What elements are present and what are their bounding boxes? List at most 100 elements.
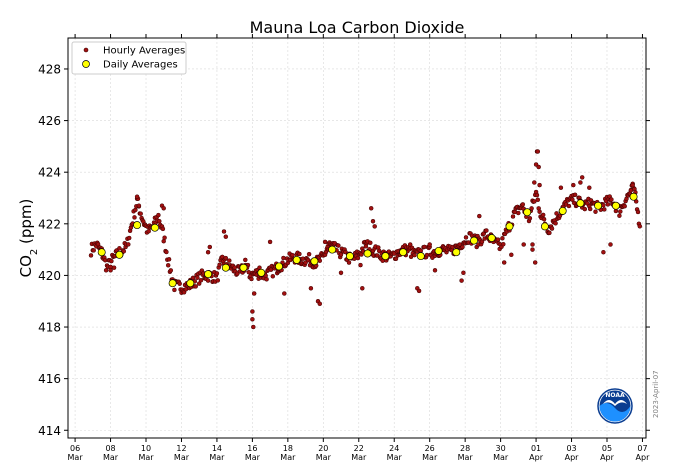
hourly-point: [601, 249, 606, 255]
daily-point: [310, 257, 319, 266]
hourly-point: [290, 252, 295, 258]
daily-point: [594, 201, 603, 210]
y-tick-label: 428: [38, 62, 61, 76]
hourly-point: [108, 268, 113, 273]
hourly-point: [628, 188, 634, 193]
y-label-sub: 2: [29, 249, 40, 255]
x-tick-day: 05: [602, 444, 612, 453]
y-tick-label: 416: [38, 372, 61, 386]
x-tick-day: 26: [425, 444, 435, 453]
x-tick-day: 16: [247, 444, 257, 453]
legend-hourly-marker: [83, 47, 89, 53]
hourly-point: [91, 248, 96, 253]
noaa-logo-wave: [599, 402, 631, 422]
hourly-point: [157, 218, 162, 224]
x-tick-month: Mar: [387, 453, 403, 462]
hourly-point: [164, 249, 169, 255]
hourly-point: [317, 258, 323, 263]
hourly-point: [270, 274, 276, 279]
x-tick-day: 07: [637, 444, 647, 453]
hourly-point: [558, 185, 564, 190]
daily-point: [576, 199, 585, 208]
daily-point: [523, 208, 532, 217]
hourly-point: [322, 239, 328, 245]
hourly-point: [281, 255, 286, 261]
hourly-point: [617, 213, 622, 218]
hourly-point: [484, 228, 489, 233]
daily-point: [328, 245, 337, 254]
hourly-point: [527, 216, 533, 221]
x-tick-month: Mar: [351, 453, 367, 462]
hourly-point: [205, 278, 211, 283]
hourly-point: [195, 275, 200, 280]
hourly-point: [172, 287, 177, 293]
daily-point: [487, 234, 496, 242]
hourly-point: [534, 192, 540, 198]
hourly-point: [103, 268, 109, 273]
svg-text:CO2 (ppm): CO2 (ppm): [17, 199, 40, 278]
hourly-point: [297, 251, 302, 257]
daily-point: [434, 246, 443, 255]
x-tick-month: Mar: [422, 453, 438, 462]
x-tick-month: Mar: [245, 453, 261, 462]
x-tick-month: Mar: [68, 453, 84, 462]
hourly-point: [579, 175, 585, 180]
hourly-point: [571, 182, 576, 188]
hourly-point: [336, 243, 341, 248]
x-tick-day: 10: [141, 444, 151, 453]
hourly-point: [549, 226, 555, 231]
daily-point: [97, 248, 106, 257]
hourly-point: [460, 244, 465, 250]
hourly-point: [88, 253, 94, 258]
hourly-point: [479, 239, 485, 245]
hourly-point: [214, 271, 220, 276]
hourly-point: [412, 252, 417, 258]
hourly-point: [162, 235, 167, 240]
hourly-point: [282, 291, 287, 296]
x-tick-day: 20: [318, 444, 328, 453]
hourly-point: [223, 255, 229, 261]
hourly-point: [338, 270, 344, 276]
hourly-point: [495, 237, 501, 242]
hourly-point: [635, 209, 641, 215]
noaa-logo-gull: [603, 400, 627, 406]
noaa-logo-text: NOAA: [605, 392, 625, 399]
hourly-point: [264, 277, 269, 282]
hourly-point: [509, 252, 514, 258]
hourly-point: [161, 206, 166, 211]
hourly-point: [427, 242, 432, 247]
hourly-point: [630, 182, 635, 188]
legend-hourly-label: Hourly Averages: [103, 46, 185, 57]
hourly-point: [501, 241, 506, 247]
hourly-point: [300, 256, 306, 261]
hourly-point: [529, 206, 534, 211]
hourly-point: [622, 203, 627, 209]
hourly-point: [207, 244, 213, 250]
daily-averages-series: [97, 192, 638, 288]
grid-lines: [68, 38, 646, 438]
hourly-point: [246, 269, 252, 275]
hourly-point: [566, 203, 572, 209]
daily-point: [168, 279, 177, 288]
hourly-point: [111, 265, 117, 270]
hourly-point: [540, 212, 546, 218]
daily-point: [239, 263, 248, 272]
hourly-point: [637, 224, 643, 229]
hourly-point: [554, 211, 559, 216]
y-label-main: CO: [17, 255, 35, 277]
hourly-point: [227, 258, 232, 263]
x-tick-month: Mar: [316, 453, 332, 462]
daily-point: [133, 221, 142, 230]
y-axis-label: CO2 (ppm): [17, 199, 40, 278]
hourly-point: [532, 180, 537, 185]
hourly-point: [165, 263, 171, 268]
hourly-point: [177, 281, 182, 286]
hourly-point: [146, 228, 151, 234]
hourly-point: [168, 268, 174, 273]
daily-point: [611, 201, 620, 210]
x-tick-month: Mar: [174, 453, 190, 462]
hourly-point: [134, 194, 140, 199]
daily-point: [204, 270, 213, 279]
hourly-point: [605, 202, 611, 207]
